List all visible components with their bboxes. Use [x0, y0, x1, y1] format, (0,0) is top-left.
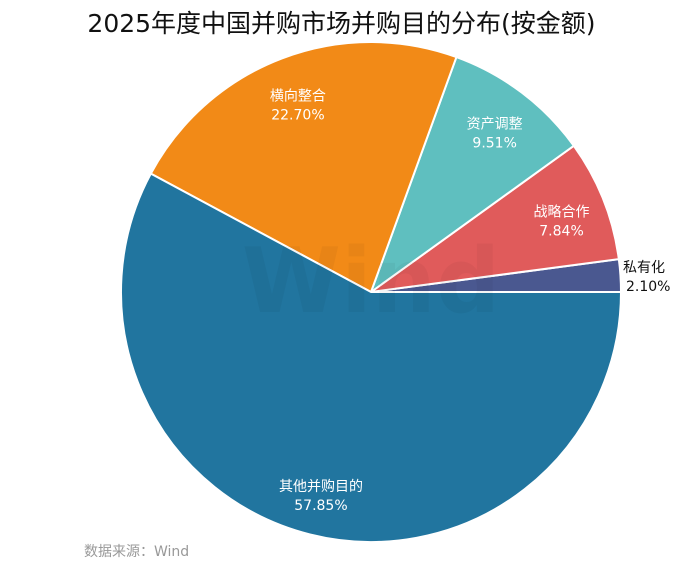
- slice-label: 横向整合: [270, 88, 326, 104]
- slice-label: 私有化: [623, 260, 665, 276]
- pie-slice: [120, 172, 623, 543]
- slice-value-label: 22.70%: [271, 107, 324, 123]
- slice-value-label: 2.10%: [626, 279, 670, 295]
- watermark: Wind: [242, 229, 501, 334]
- slice-label: 资产调整: [467, 116, 523, 132]
- chart-title: 2025年度中国并购市场并购目的分布(按金额): [87, 9, 596, 38]
- slice-value-label: 7.84%: [539, 223, 583, 239]
- data-source: 数据来源：Wind: [84, 544, 190, 560]
- slice-value-label: 9.51%: [472, 135, 516, 151]
- pie-slice: [368, 55, 576, 295]
- pie-slice: [370, 144, 620, 293]
- slice-label: 其他并购目的: [279, 479, 363, 495]
- slice-label: 战略合作: [534, 204, 590, 220]
- pie-slice: [149, 41, 458, 294]
- slice-value-label: 57.85%: [294, 498, 347, 514]
